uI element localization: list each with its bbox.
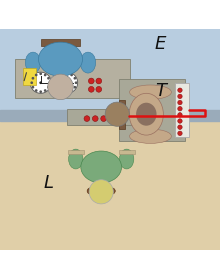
Circle shape (178, 94, 182, 98)
Circle shape (48, 78, 49, 79)
Circle shape (40, 73, 41, 74)
Ellipse shape (80, 52, 96, 73)
Ellipse shape (136, 103, 157, 126)
Bar (23, 68, 36, 85)
Circle shape (40, 82, 41, 83)
Ellipse shape (87, 188, 95, 194)
Circle shape (84, 116, 90, 121)
Circle shape (75, 82, 77, 83)
Circle shape (32, 78, 34, 79)
Circle shape (178, 88, 182, 92)
Circle shape (71, 90, 72, 91)
Text: E: E (155, 35, 166, 53)
Bar (0, 119, 220, 249)
Circle shape (178, 131, 182, 136)
Bar (119, 100, 125, 129)
Ellipse shape (130, 85, 171, 99)
Circle shape (66, 82, 68, 83)
Circle shape (44, 74, 46, 76)
Circle shape (32, 86, 34, 88)
Circle shape (62, 74, 63, 76)
Circle shape (178, 100, 182, 105)
Circle shape (178, 113, 182, 117)
Circle shape (74, 78, 75, 79)
Circle shape (178, 125, 182, 129)
Circle shape (36, 74, 37, 76)
Circle shape (96, 78, 102, 84)
Bar (0, 30, 220, 119)
Circle shape (178, 107, 182, 111)
Circle shape (62, 90, 63, 91)
Bar (175, 83, 189, 137)
Circle shape (88, 78, 94, 84)
Circle shape (74, 86, 75, 88)
Ellipse shape (129, 93, 163, 135)
Bar (119, 150, 134, 154)
Circle shape (40, 91, 41, 92)
Circle shape (92, 116, 98, 121)
Circle shape (66, 91, 68, 92)
Circle shape (66, 73, 68, 74)
Ellipse shape (81, 151, 121, 183)
Circle shape (57, 72, 78, 93)
Circle shape (89, 180, 113, 204)
Bar (15, 59, 130, 98)
Circle shape (109, 116, 115, 121)
Bar (67, 109, 132, 125)
Bar (41, 39, 80, 46)
Ellipse shape (107, 188, 115, 194)
Circle shape (59, 78, 60, 79)
Ellipse shape (119, 149, 134, 169)
Circle shape (96, 86, 102, 92)
Text: T: T (155, 82, 166, 100)
Circle shape (71, 74, 72, 76)
Ellipse shape (25, 52, 41, 73)
Circle shape (88, 86, 94, 92)
Circle shape (30, 72, 51, 93)
Text: L: L (43, 174, 53, 193)
Ellipse shape (69, 149, 83, 169)
Circle shape (48, 86, 49, 88)
Circle shape (31, 82, 32, 83)
Bar (0, 110, 220, 121)
Ellipse shape (130, 129, 171, 143)
Circle shape (178, 119, 182, 123)
Circle shape (59, 86, 60, 88)
Circle shape (101, 116, 106, 121)
Circle shape (49, 82, 50, 83)
Circle shape (105, 102, 129, 126)
Bar (119, 79, 185, 141)
Circle shape (48, 74, 73, 100)
Ellipse shape (38, 42, 82, 76)
Bar (68, 150, 84, 154)
Circle shape (57, 82, 59, 83)
Circle shape (44, 90, 46, 91)
Circle shape (36, 90, 37, 91)
